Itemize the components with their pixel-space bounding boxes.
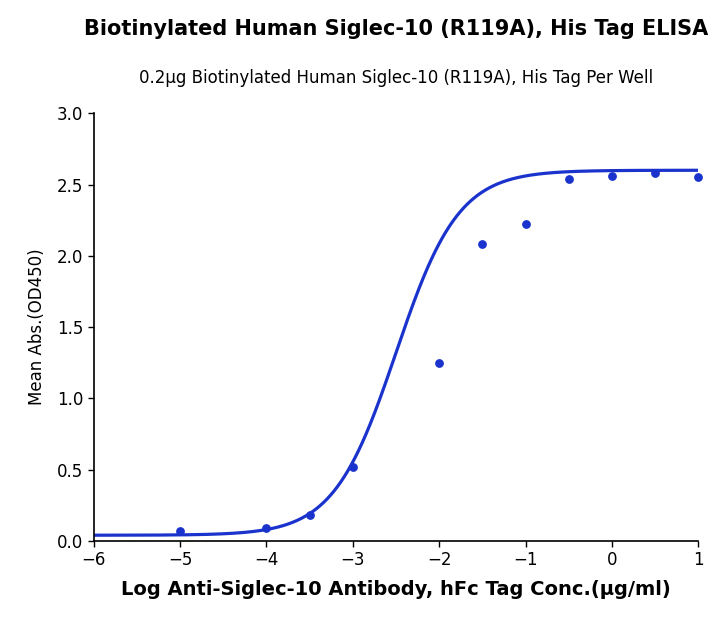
- X-axis label: Log Anti-Siglec-10 Antibody, hFc Tag Conc.(μg/ml): Log Anti-Siglec-10 Antibody, hFc Tag Con…: [121, 581, 671, 599]
- Point: [304, 509, 315, 520]
- Point: [347, 462, 359, 472]
- Point: [433, 358, 445, 368]
- Point: [606, 171, 618, 181]
- Text: 0.2μg Biotinylated Human Siglec-10 (R119A), His Tag Per Well: 0.2μg Biotinylated Human Siglec-10 (R119…: [139, 69, 653, 87]
- Point: [477, 240, 488, 250]
- Point: [649, 168, 661, 178]
- Point: [261, 523, 272, 533]
- Point: [563, 174, 575, 184]
- Point: [520, 220, 531, 230]
- Point: [174, 526, 186, 537]
- Y-axis label: Mean Abs.(OD450): Mean Abs.(OD450): [27, 248, 45, 406]
- Text: Biotinylated Human Siglec-10 (R119A), His Tag ELISA: Biotinylated Human Siglec-10 (R119A), Hi…: [84, 19, 708, 39]
- Point: [693, 172, 704, 182]
